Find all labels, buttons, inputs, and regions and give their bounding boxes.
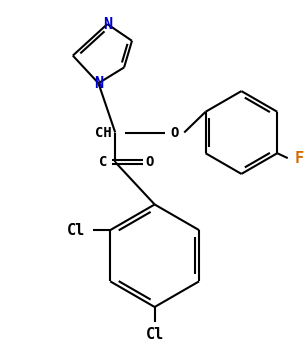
Text: Cl: Cl: [67, 223, 85, 238]
Text: O: O: [170, 126, 179, 139]
Text: N: N: [103, 17, 112, 31]
Text: O: O: [146, 155, 154, 169]
Text: F: F: [295, 151, 304, 166]
Text: N: N: [94, 76, 103, 91]
Text: Cl: Cl: [146, 327, 164, 342]
Text: C: C: [99, 155, 107, 169]
Text: CH: CH: [95, 126, 112, 139]
